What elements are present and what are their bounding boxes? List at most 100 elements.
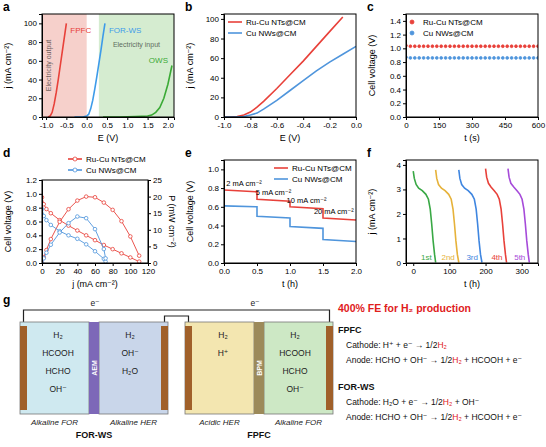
series-line: [42, 197, 139, 263]
point: [93, 249, 97, 253]
tick-label: 300: [516, 267, 530, 276]
y-axis-tick: 100: [206, 15, 224, 24]
point: [497, 57, 500, 60]
x-axis-line: [225, 118, 357, 121]
plot-area: [406, 44, 538, 59]
point: [471, 57, 474, 60]
point: [466, 57, 469, 60]
tick-label: -0.2: [323, 121, 337, 130]
compartment: [264, 322, 333, 414]
tick-label: 0.0: [208, 259, 220, 268]
point: [67, 207, 71, 211]
x-axis-tick: 0: [412, 263, 417, 276]
point: [444, 57, 447, 60]
region-label: Electricity input: [113, 41, 160, 49]
tick-label: 20: [210, 93, 219, 102]
y-axis-tick: 0.6: [208, 203, 224, 212]
point: [475, 57, 478, 60]
x-axis-tick: 60: [91, 263, 100, 276]
tick-label: 60: [210, 54, 219, 63]
tick-label: 0.5: [102, 121, 114, 130]
tick-label: 0.0: [82, 121, 94, 130]
x-axis: 020406080100120: [40, 263, 155, 276]
tick-mark: [221, 58, 224, 59]
point: [49, 211, 53, 215]
tick-mark: [356, 117, 357, 120]
region: [99, 14, 174, 117]
section-name: FOR-WS: [338, 382, 375, 392]
tick-label: 0.4: [390, 86, 402, 95]
point: [457, 45, 460, 48]
y-axis-tick: 1.2: [26, 176, 42, 185]
tick-label: 1.0: [390, 44, 402, 53]
chart: 010020030001234t (h)j (mA cm⁻²)1st2nd3rd…: [367, 160, 539, 289]
point: [427, 57, 430, 60]
tick-label: 20: [56, 267, 65, 276]
point: [84, 243, 88, 247]
tick-label: 0: [153, 259, 158, 268]
tick-mark: [221, 39, 224, 40]
section-name: FPFC: [338, 325, 362, 335]
x-axis-tick: 0.5: [102, 117, 114, 130]
point: [471, 45, 474, 48]
y-axis-title: Cell voltage (V): [367, 35, 377, 97]
tick-mark: [39, 222, 42, 223]
panel-label: a: [3, 0, 10, 14]
tick-mark: [127, 117, 128, 120]
y2-axis-tick: 20: [148, 193, 162, 202]
tick-mark: [148, 213, 151, 214]
x-axis-tick: 150: [433, 117, 447, 130]
x-axis-title: E (V): [98, 133, 119, 143]
tick-label: 600: [532, 121, 546, 130]
equation: Cathode: H₂O + e⁻ → 1/2H₂ + OH⁻: [346, 397, 479, 407]
y-axis: 0.00.20.40.60.81.01.2: [26, 176, 43, 268]
point: [523, 45, 526, 48]
tick-label: -0.5: [60, 121, 74, 130]
point: [532, 57, 535, 60]
series-label: 5th: [514, 253, 525, 262]
species: H₂: [125, 330, 134, 340]
x-axis-tick: -1.0: [218, 117, 232, 130]
tick-mark: [39, 249, 42, 250]
tick-mark: [303, 117, 304, 120]
point: [435, 45, 438, 48]
tick-mark: [403, 103, 406, 104]
point: [488, 45, 491, 48]
region-label: Electricity output: [45, 40, 53, 91]
legend-label: Ru-Cu NTs@CM: [246, 18, 306, 27]
x-axis: -1.0-0.8-0.6-0.4-0.20.0: [218, 117, 363, 130]
y-axis: 01234: [397, 161, 407, 269]
y-axis-title: j (mA cm⁻²): [185, 43, 195, 90]
tick-label: 1.0: [208, 165, 220, 174]
x-axis-line: [43, 264, 149, 267]
chart: 01503004506000.00.20.40.60.81.01.21.4t (…: [367, 14, 546, 143]
legend-item: Cu NWs@CM: [274, 175, 343, 184]
point: [76, 229, 80, 233]
legend: Ru-Cu NTs@CMCu NWs@CM: [410, 18, 483, 38]
annotation: 10 mA cm⁻²: [287, 196, 327, 205]
tick-label: 0.8: [26, 204, 38, 213]
x-axis-title: t (h): [282, 279, 298, 289]
point: [479, 45, 482, 48]
point: [413, 45, 416, 48]
tick-mark: [95, 263, 96, 266]
y-axis-tick: 0.8: [208, 184, 224, 193]
plot-area: [42, 14, 174, 117]
tick-label: 0: [397, 259, 402, 268]
equation-part: + HCOOH + e⁻: [462, 412, 522, 422]
membrane-label: AEM: [91, 360, 98, 376]
point: [76, 199, 80, 203]
tick-label: 0.6: [208, 203, 220, 212]
series-label: 2nd: [441, 253, 454, 262]
x-axis-tick: -0.5: [60, 117, 74, 130]
point: [129, 235, 133, 239]
point: [515, 57, 518, 60]
point: [67, 221, 71, 225]
tick-label: 0.5: [252, 267, 264, 276]
legend-item: Ru-Cu NTs@CM: [410, 18, 483, 27]
x-axis-tick: 80: [109, 263, 118, 276]
point: [111, 208, 115, 212]
tick-mark: [403, 117, 406, 118]
point: [93, 238, 97, 242]
tick-label: 1.0: [26, 190, 38, 199]
